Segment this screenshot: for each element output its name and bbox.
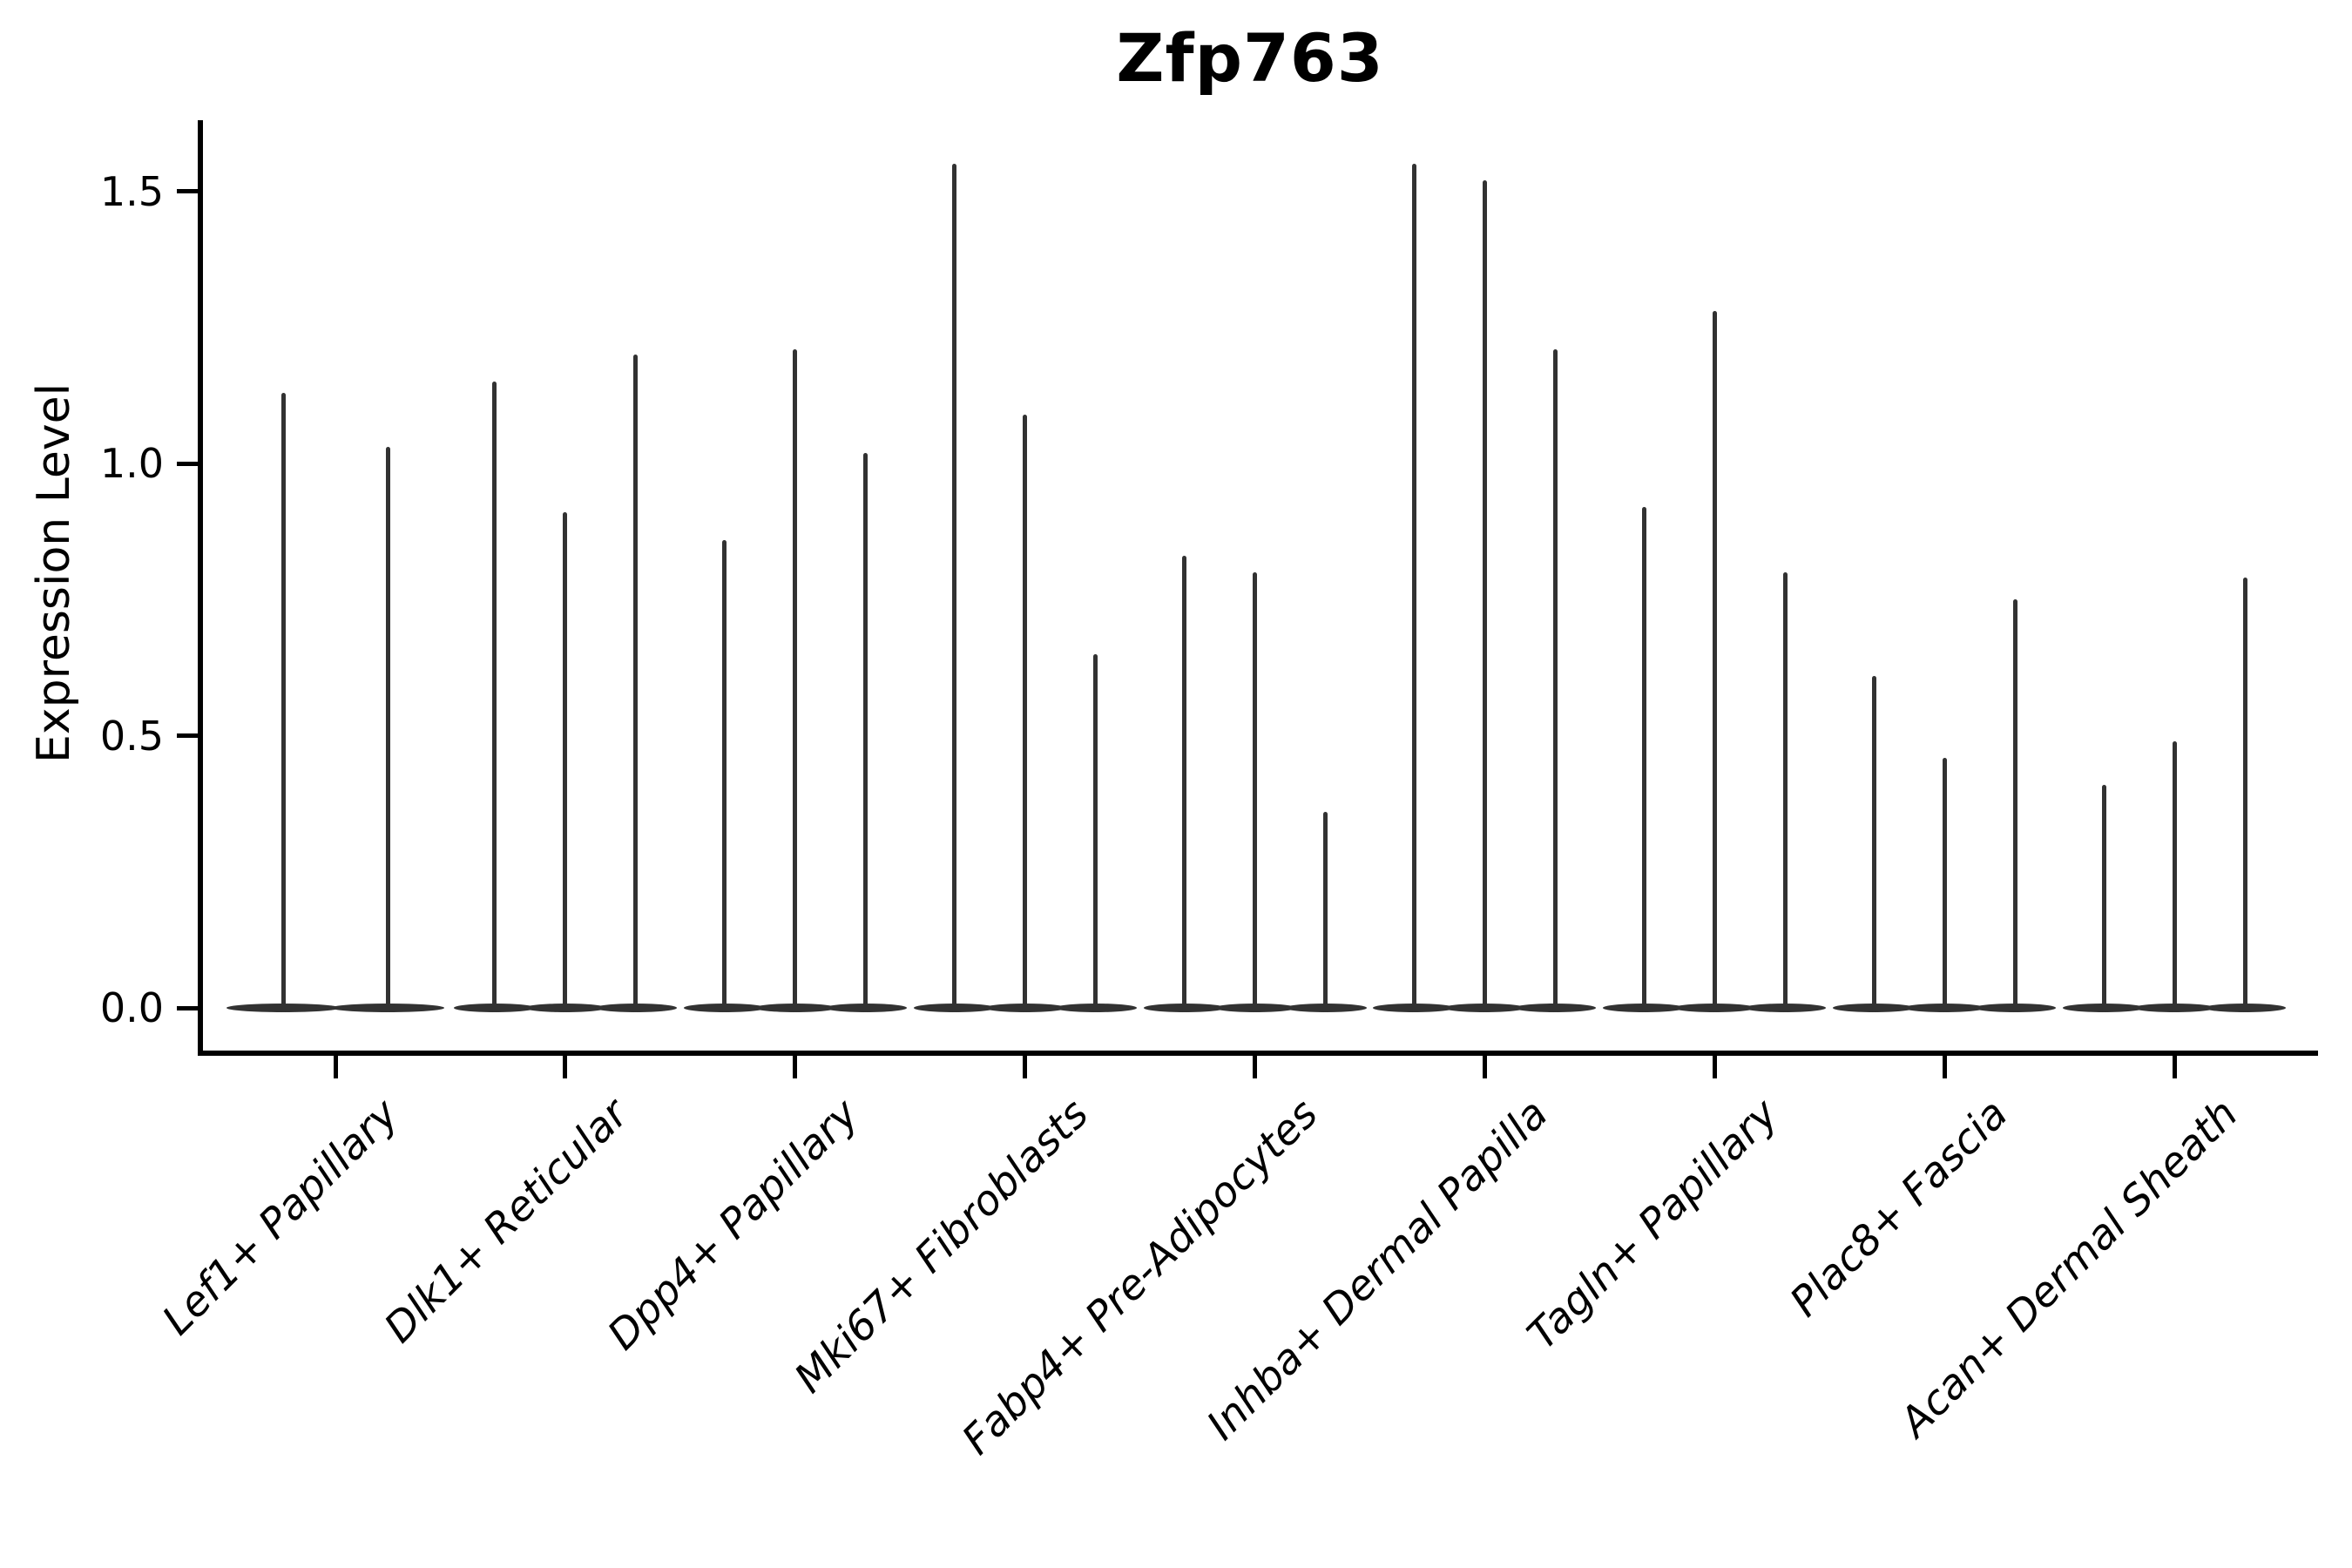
y-tick-label: 0.0 — [99, 984, 164, 1031]
violin-tail — [1782, 572, 1788, 1012]
violin-tail — [1712, 311, 1717, 1012]
bottom-spine — [198, 1051, 2318, 1056]
y-tick-mark — [177, 733, 200, 738]
violin-tail — [1641, 507, 1646, 1012]
violin-tail — [2101, 784, 2106, 1012]
y-tick-mark — [177, 461, 200, 466]
violin-tail — [1182, 556, 1186, 1012]
violin-tail — [1323, 812, 1328, 1012]
violin-tail — [1871, 675, 1876, 1012]
y-tick-mark — [177, 189, 200, 193]
left-spine — [198, 120, 203, 1056]
violin-tail — [2242, 578, 2247, 1012]
x-tick-mark — [1942, 1056, 1947, 1078]
violin-tail — [492, 382, 497, 1012]
violin-tail — [1411, 164, 1416, 1012]
violin-tail — [952, 164, 957, 1012]
violin-tail — [863, 452, 868, 1012]
x-tick-label: Dlk1+ Reticular — [375, 1090, 639, 1353]
violin-tail — [1552, 348, 1558, 1012]
x-tick-mark — [793, 1056, 798, 1078]
violin-tail — [2012, 599, 2017, 1012]
violin-tail — [793, 348, 798, 1012]
violin-tail — [1942, 757, 1947, 1012]
y-tick-label: 1.5 — [99, 167, 164, 215]
violin-tail — [722, 539, 727, 1012]
violin-tail — [633, 355, 639, 1012]
violin-tail — [280, 392, 286, 1012]
chart-title: Zfp763 — [1116, 19, 1384, 97]
x-tick-label: Tagln+ Papillary — [1517, 1090, 1788, 1360]
violin-tail — [1023, 414, 1028, 1012]
y-tick-mark — [177, 1005, 200, 1010]
x-tick-mark — [1023, 1056, 1028, 1078]
x-tick-label: Lef1+ Papillary — [153, 1090, 409, 1345]
violin-tail — [1093, 653, 1098, 1012]
violin-tail — [2172, 740, 2177, 1012]
x-tick-mark — [333, 1056, 338, 1078]
violin-tail — [385, 447, 390, 1012]
violin-tail — [1482, 180, 1487, 1012]
y-tick-label: 0.5 — [99, 712, 164, 760]
y-tick-label: 1.0 — [99, 440, 164, 487]
x-tick-label: Plac8+ Fascia — [1781, 1090, 2017, 1327]
x-tick-mark — [2172, 1056, 2177, 1078]
violin-tail — [563, 512, 568, 1012]
violin-tail — [1253, 572, 1257, 1012]
x-tick-label: Dpp4+ Papillary — [598, 1090, 868, 1360]
x-tick-mark — [563, 1056, 568, 1078]
x-tick-mark — [1482, 1056, 1487, 1078]
y-axis-label: Expression Level — [28, 382, 80, 764]
x-tick-mark — [1712, 1056, 1717, 1078]
x-tick-mark — [1253, 1056, 1257, 1078]
